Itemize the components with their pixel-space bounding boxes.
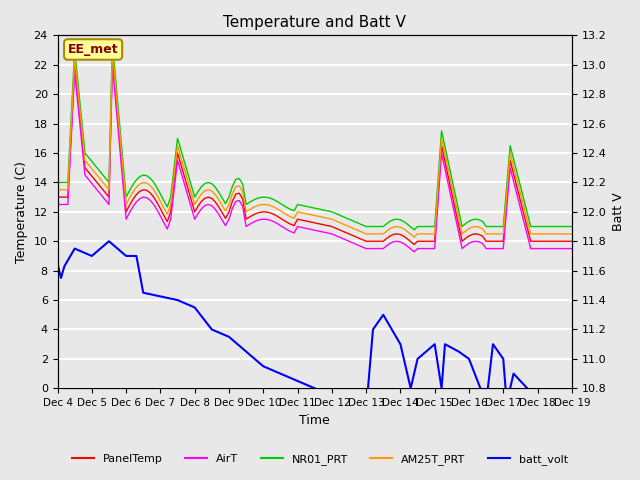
AirT — [109, 62, 116, 68]
PanelTemp — [239, 196, 246, 202]
AirT — [410, 249, 418, 255]
PanelTemp — [109, 55, 116, 60]
batt_volt — [54, 261, 61, 266]
PanelTemp — [568, 239, 576, 244]
AM25T_PRT — [383, 228, 390, 234]
AirT — [239, 204, 246, 209]
Y-axis label: Batt V: Batt V — [612, 192, 625, 231]
NR01_PRT — [420, 224, 428, 229]
AM25T_PRT — [109, 47, 116, 53]
Line: NR01_PRT: NR01_PRT — [58, 43, 572, 230]
PanelTemp — [564, 239, 572, 244]
AirT — [564, 246, 572, 252]
NR01_PRT — [564, 224, 572, 229]
PanelTemp — [54, 194, 61, 200]
AirT — [420, 246, 428, 252]
batt_volt — [383, 318, 390, 324]
AirT — [307, 227, 315, 232]
Line: AM25T_PRT: AM25T_PRT — [58, 50, 572, 237]
AirT — [568, 246, 576, 252]
Text: EE_met: EE_met — [68, 43, 118, 56]
PanelTemp — [420, 239, 428, 244]
AM25T_PRT — [54, 187, 61, 192]
AM25T_PRT — [420, 231, 428, 237]
batt_volt — [564, 437, 572, 443]
AM25T_PRT — [564, 231, 572, 237]
AirT — [54, 202, 61, 207]
NR01_PRT — [109, 40, 116, 46]
Line: AirT: AirT — [58, 65, 572, 252]
NR01_PRT — [369, 224, 377, 229]
AM25T_PRT — [410, 234, 418, 240]
Legend: PanelTemp, AirT, NR01_PRT, AM25T_PRT, batt_volt: PanelTemp, AirT, NR01_PRT, AM25T_PRT, ba… — [68, 450, 572, 469]
NR01_PRT — [54, 180, 61, 185]
PanelTemp — [383, 236, 390, 241]
NR01_PRT — [239, 181, 246, 187]
AM25T_PRT — [239, 189, 246, 194]
PanelTemp — [307, 219, 315, 225]
batt_volt — [568, 437, 576, 443]
Line: batt_volt: batt_volt — [58, 241, 572, 440]
AirT — [369, 246, 377, 252]
PanelTemp — [410, 241, 418, 247]
Y-axis label: Temperature (C): Temperature (C) — [15, 161, 28, 263]
AM25T_PRT — [568, 231, 576, 237]
NR01_PRT — [568, 224, 576, 229]
batt_volt — [369, 326, 377, 332]
batt_volt — [239, 346, 246, 351]
Title: Temperature and Batt V: Temperature and Batt V — [223, 15, 406, 30]
AM25T_PRT — [369, 231, 377, 237]
NR01_PRT — [410, 227, 418, 233]
batt_volt — [105, 239, 113, 244]
X-axis label: Time: Time — [300, 414, 330, 427]
batt_volt — [307, 384, 315, 390]
PanelTemp — [369, 239, 377, 244]
batt_volt — [561, 437, 569, 443]
NR01_PRT — [307, 204, 315, 210]
AirT — [383, 243, 390, 249]
Line: PanelTemp: PanelTemp — [58, 58, 572, 244]
batt_volt — [417, 353, 425, 359]
AM25T_PRT — [307, 212, 315, 217]
NR01_PRT — [383, 221, 390, 227]
